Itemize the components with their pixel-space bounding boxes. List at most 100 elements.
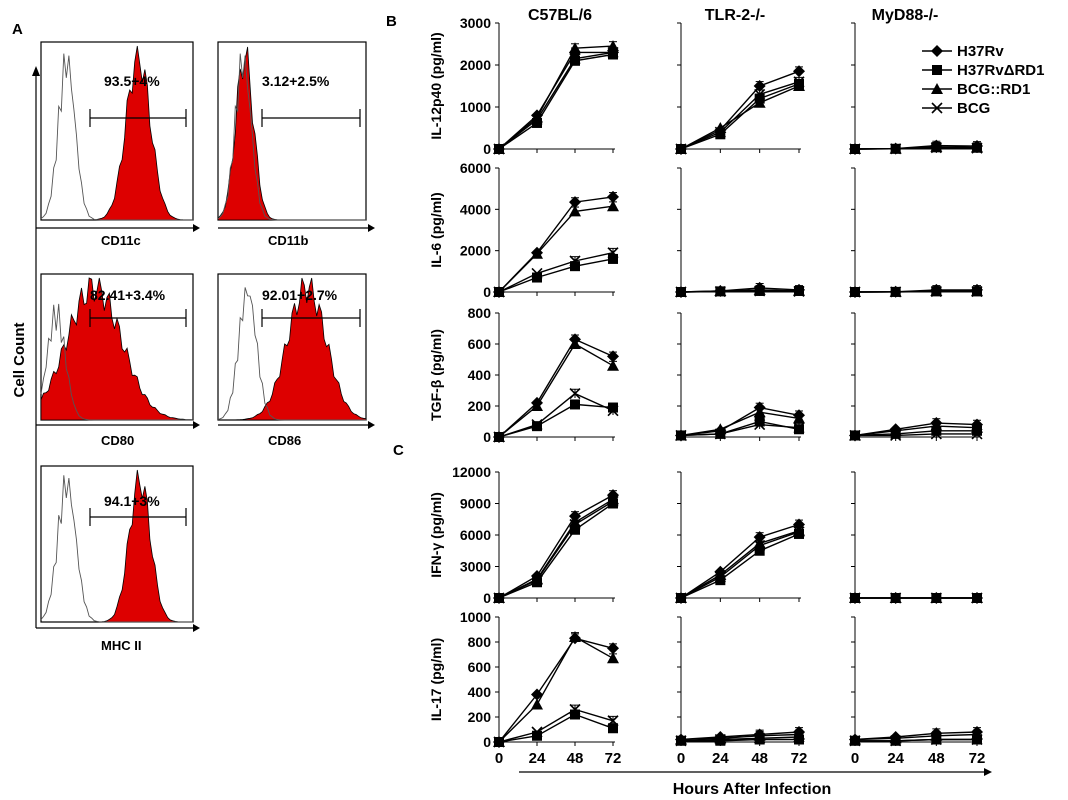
y-tick-label: 0 bbox=[483, 734, 491, 750]
cross-b bbox=[493, 143, 505, 155]
data-point bbox=[675, 733, 687, 745]
data-point bbox=[569, 631, 581, 642]
cross-b bbox=[607, 405, 619, 417]
series-line bbox=[498, 494, 614, 599]
x-tick-label: 24 bbox=[529, 750, 546, 767]
data-point bbox=[714, 428, 726, 440]
series-line bbox=[680, 736, 800, 742]
series-bcg bbox=[849, 142, 983, 155]
cross-b bbox=[493, 286, 505, 298]
data-point bbox=[753, 96, 766, 108]
y-tick-label: 0 bbox=[483, 141, 491, 157]
data-point bbox=[531, 419, 543, 431]
data-point bbox=[753, 80, 766, 92]
series-line bbox=[498, 403, 614, 438]
data-point bbox=[531, 688, 543, 701]
cross-b bbox=[793, 526, 805, 538]
cross-b bbox=[754, 732, 766, 744]
cross-b bbox=[493, 592, 505, 604]
isotype-histogram bbox=[217, 287, 366, 421]
series-line bbox=[854, 425, 978, 437]
cross-b bbox=[971, 592, 983, 604]
y-tick-label: 3000 bbox=[460, 15, 491, 31]
series-line bbox=[680, 85, 800, 150]
data-point bbox=[971, 142, 983, 154]
cross-b bbox=[493, 431, 505, 443]
x-tick-label: 48 bbox=[567, 750, 584, 767]
series-bcg bbox=[849, 428, 983, 442]
y-tick-label: 600 bbox=[468, 659, 492, 675]
isotype-histogram bbox=[40, 53, 193, 221]
y-tick-label: 0 bbox=[483, 284, 491, 300]
series-h37rv-drd1 bbox=[494, 253, 618, 297]
series-line bbox=[680, 290, 800, 293]
data-point bbox=[531, 247, 543, 259]
data-point bbox=[793, 526, 805, 538]
x-tick-label: 72 bbox=[791, 750, 808, 767]
cross-b bbox=[531, 726, 543, 738]
histogram-frame bbox=[40, 465, 194, 623]
cross-b bbox=[531, 574, 543, 586]
panel-a-y-arrow bbox=[32, 66, 40, 76]
gate-percentage: 3.12+2.5% bbox=[262, 73, 330, 89]
y-tick-label: 6000 bbox=[460, 160, 491, 176]
cross-b bbox=[971, 286, 983, 298]
series-bcg bbox=[675, 76, 805, 155]
cross-b bbox=[714, 733, 726, 746]
chart-row3-col2 bbox=[849, 471, 983, 604]
data-point bbox=[493, 592, 505, 604]
series-bcg-rd1 bbox=[675, 283, 805, 297]
y-axis-label-row-1: IL-6 (pg/ml) bbox=[428, 192, 444, 267]
series-line bbox=[854, 146, 978, 150]
series-bcg bbox=[493, 495, 619, 604]
panel-a-label: A bbox=[12, 21, 23, 38]
chart-row0-col0: 0 1000 2000 3000 bbox=[460, 15, 619, 157]
series-line bbox=[498, 338, 614, 438]
x-tick-label: 48 bbox=[751, 750, 768, 767]
cross-b bbox=[890, 429, 902, 442]
x-axis-title: Hours After Infection bbox=[673, 781, 832, 798]
data-point bbox=[607, 46, 619, 58]
x-axis-arrowhead bbox=[368, 421, 375, 429]
data-point bbox=[715, 129, 726, 140]
cross-b bbox=[793, 76, 805, 88]
legend-label-bcg-rd1: BCG::RD1 bbox=[957, 81, 1030, 98]
x-tick-label: 48 bbox=[928, 750, 945, 767]
y-axis-label-row-2: TGF-β (pg/ml) bbox=[428, 329, 444, 421]
y-tick-label: 12000 bbox=[452, 464, 491, 480]
chart-row3-col1 bbox=[675, 471, 805, 604]
x-tick-label: 24 bbox=[887, 750, 904, 767]
y-tick-label: 0 bbox=[483, 429, 491, 445]
data-point bbox=[531, 114, 543, 126]
series-h37rv bbox=[493, 632, 619, 748]
data-point bbox=[493, 431, 505, 443]
data-point bbox=[569, 255, 581, 267]
data-point bbox=[569, 205, 581, 217]
data-point bbox=[531, 574, 543, 586]
data-point bbox=[753, 531, 766, 544]
y-tick-label: 6000 bbox=[460, 527, 491, 543]
series-h37rv bbox=[849, 726, 983, 746]
series-line bbox=[498, 196, 614, 293]
marker-label: MHC II bbox=[101, 638, 141, 653]
cross-b bbox=[754, 285, 766, 297]
series-line bbox=[680, 406, 800, 437]
series-line bbox=[498, 636, 614, 743]
cross-b bbox=[890, 286, 902, 298]
cross-b bbox=[714, 571, 726, 583]
cross-b bbox=[569, 53, 581, 65]
data-point bbox=[754, 732, 766, 744]
data-point bbox=[714, 571, 726, 583]
data-point bbox=[531, 267, 543, 279]
data-point bbox=[930, 286, 942, 298]
y-axis-label-row-4: IL-17 (pg/ml) bbox=[428, 638, 444, 721]
cross-b bbox=[930, 592, 942, 604]
filled-histogram bbox=[41, 469, 193, 623]
cross-b bbox=[607, 495, 619, 507]
series-line bbox=[680, 523, 800, 599]
series-line bbox=[680, 411, 800, 437]
data-point bbox=[532, 117, 542, 128]
data-point bbox=[531, 111, 543, 123]
data-point bbox=[493, 736, 505, 748]
series-bcg bbox=[493, 247, 619, 298]
